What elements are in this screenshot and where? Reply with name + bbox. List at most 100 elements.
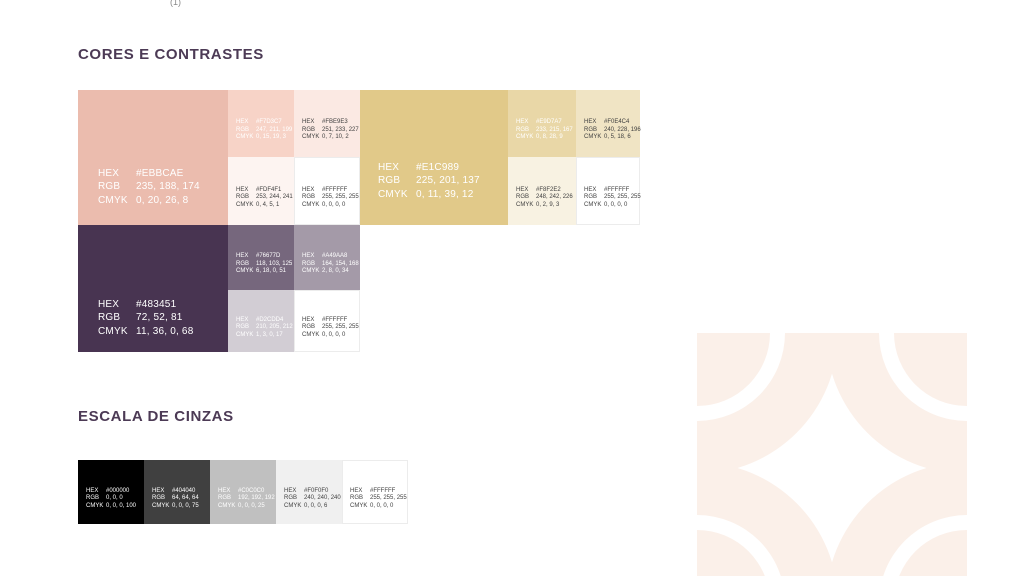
- rgb-value: 248, 242, 226: [536, 194, 573, 201]
- hex-label: HEX: [350, 487, 363, 494]
- hex-value: #E1C989: [416, 161, 460, 173]
- cmyk-value: 0, 15, 19, 3: [256, 134, 287, 141]
- cmyk-value: 0, 8, 28, 9: [536, 134, 563, 141]
- swatch-meta: HEX #EBBCAE RGB 235, 188, 174 CMYK 0, 20, 2…: [98, 167, 200, 208]
- cmyk-label: CMYK: [86, 502, 104, 509]
- rgb-label: RGB: [236, 126, 250, 133]
- cmyk-label: CMYK: [218, 502, 236, 509]
- hex-label: HEX: [236, 186, 249, 193]
- hex-label: HEX: [378, 161, 400, 173]
- rgb-value: 118, 103, 125: [256, 260, 293, 267]
- rgb-label: RGB: [302, 324, 316, 331]
- rgb-value: 240, 228, 196: [604, 126, 641, 133]
- cmyk-value: 2, 8, 0, 34: [322, 268, 349, 275]
- cmyk-label: CMYK: [302, 134, 320, 141]
- swatch-purple-tint-4: HEX #FFFFFF RGB 255, 255, 255 CMYK 0, 0, 0,…: [294, 290, 360, 352]
- rgb-value: 192, 192, 192: [238, 495, 275, 502]
- cmyk-value: 0, 7, 10, 2: [322, 134, 349, 141]
- swatch-salmon-tint-1: HEX #F7D3C7 RGB 247, 211, 199 CMYK 0, 15, 1…: [228, 90, 294, 157]
- swatch-meta: HEX #F7D3C7 RGB 247, 211, 199 CMYK 0, 15, 1…: [236, 119, 292, 142]
- hex-value: #F7D3C7: [256, 119, 282, 126]
- hex-label: HEX: [302, 186, 315, 193]
- rgb-label: RGB: [378, 175, 401, 186]
- hex-value: #FFFFFF: [322, 186, 348, 193]
- hex-label: HEX: [302, 316, 315, 323]
- cmyk-value: 0, 0, 0, 100: [106, 502, 137, 509]
- cmyk-label: CMYK: [236, 134, 254, 141]
- hex-label: HEX: [302, 253, 315, 260]
- hex-value: #F0E4C4: [604, 119, 630, 126]
- hex-label: HEX: [584, 119, 597, 126]
- hex-value: #404040: [172, 487, 196, 494]
- hex-value: #76677D: [256, 253, 281, 260]
- cmyk-label: CMYK: [516, 201, 534, 208]
- rgb-label: RGB: [284, 495, 298, 502]
- rgb-value: 255, 255, 255: [370, 495, 407, 502]
- rgb-label: RGB: [302, 126, 316, 133]
- cmyk-label: CMYK: [584, 134, 602, 141]
- hex-value: #D2CDD4: [256, 316, 284, 323]
- hex-value: #A49AA8: [322, 253, 348, 260]
- rgb-label: RGB: [152, 495, 166, 502]
- hex-value: #FFFFFF: [604, 186, 630, 193]
- rgb-value: 164, 154, 168: [322, 260, 359, 267]
- swatch-gray-1: HEX #000000 RGB 0, 0, 0 CMYK 0, 0, 0, 100: [78, 460, 144, 524]
- rgb-label: RGB: [516, 126, 530, 133]
- cmyk-label: CMYK: [350, 502, 368, 509]
- swatch-meta: HEX #FFFFFF RGB 255, 255, 255 CMYK 0, 0, 0,…: [302, 187, 359, 210]
- rgb-value: 255, 255, 255: [322, 324, 359, 331]
- hex-label: HEX: [516, 119, 529, 126]
- rgb-value: 255, 255, 255: [322, 194, 359, 201]
- swatch-gold-main: HEX #E1C989 RGB 225, 201, 137 CMYK 0, 11, 3…: [360, 90, 508, 225]
- cmyk-value: 0, 0, 0, 0: [322, 331, 346, 338]
- rgb-label: RGB: [218, 495, 232, 502]
- rgb-label: RGB: [302, 194, 316, 201]
- rgb-value: 210, 205, 212: [256, 324, 293, 331]
- cmyk-value: 6, 18, 0, 51: [256, 268, 287, 275]
- cmyk-label: CMYK: [98, 325, 128, 337]
- cmyk-label: CMYK: [236, 331, 254, 338]
- swatch-gold-tint-1: HEX #E9D7A7 RGB 233, 215, 167 CMYK 0, 8, 28…: [508, 90, 576, 157]
- rgb-label: RGB: [236, 194, 250, 201]
- cmyk-label: CMYK: [98, 194, 128, 206]
- cmyk-label: CMYK: [284, 502, 302, 509]
- swatch-meta: HEX #404040 RGB 64, 64, 64 CMYK 0, 0, 0, 75: [152, 488, 199, 511]
- cmyk-label: CMYK: [584, 201, 602, 208]
- hex-value: #C0C0C0: [238, 487, 265, 494]
- hex-value: #EBBCAE: [136, 167, 184, 179]
- swatch-gold-tint-2: HEX #F0E4C4 RGB 240, 228, 196 CMYK 0, 5, 18…: [576, 90, 641, 157]
- swatch-meta: HEX #A49AA8 RGB 164, 154, 168 CMYK 2, 8, 0,…: [302, 253, 359, 276]
- rgb-label: RGB: [584, 194, 598, 201]
- swatch-gold-tint-3: HEX #F8F2E2 RGB 248, 242, 226 CMYK 0, 2, 9,…: [508, 157, 576, 225]
- rgb-value: 255, 255, 255: [604, 194, 641, 201]
- cmyk-label: CMYK: [236, 201, 254, 208]
- hex-label: HEX: [236, 119, 249, 126]
- swatch-gray-4: HEX #F0F0F0 RGB 240, 240, 240 CMYK 0, 0, 0,…: [276, 460, 342, 524]
- rgb-label: RGB: [86, 495, 100, 502]
- cmyk-value: 0, 11, 39, 12: [416, 188, 474, 200]
- cmyk-value: 1, 3, 0, 17: [256, 331, 283, 338]
- rgb-value: 251, 233, 227: [322, 126, 359, 133]
- rgb-value: 225, 201, 137: [416, 175, 480, 186]
- tile-ornament-shapes: [697, 333, 967, 576]
- hex-value: #483451: [136, 298, 177, 310]
- cmyk-label: CMYK: [236, 268, 254, 275]
- cmyk-label: CMYK: [302, 201, 320, 208]
- swatch-meta: HEX #FFFFFF RGB 255, 255, 255 CMYK 0, 0, 0,…: [350, 488, 407, 511]
- cmyk-label: CMYK: [302, 268, 320, 275]
- rgb-value: 247, 211, 199: [256, 126, 293, 133]
- cmyk-value: 0, 0, 0, 0: [370, 502, 394, 509]
- rgb-value: 240, 240, 240: [304, 495, 341, 502]
- rgb-value: 235, 188, 174: [136, 181, 200, 192]
- cmyk-label: CMYK: [378, 188, 408, 200]
- hex-label: HEX: [236, 316, 249, 323]
- rgb-value: 0, 0, 0: [106, 495, 123, 502]
- rgb-label: RGB: [350, 495, 364, 502]
- rgb-value: 253, 244, 241: [256, 194, 293, 201]
- cmyk-value: 0, 0, 0, 75: [172, 502, 199, 509]
- cmyk-label: CMYK: [302, 331, 320, 338]
- rgb-label: RGB: [584, 126, 598, 133]
- hex-value: #FDF4F1: [256, 186, 282, 193]
- swatch-meta: HEX #76677D RGB 118, 103, 125 CMYK 6, 18, 0…: [236, 253, 292, 276]
- swatch-gray-5: HEX #FFFFFF RGB 255, 255, 255 CMYK 0, 0, 0,…: [342, 460, 408, 524]
